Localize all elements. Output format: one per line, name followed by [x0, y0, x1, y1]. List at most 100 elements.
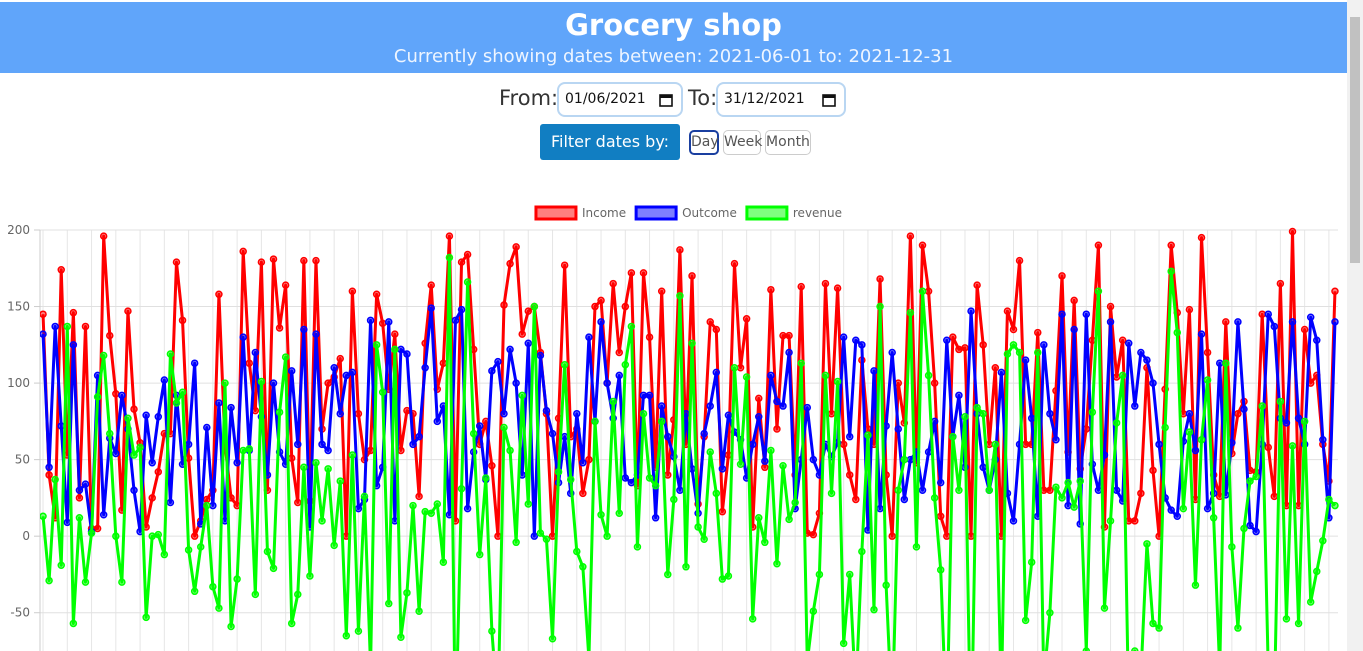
data-point — [979, 409, 987, 418]
data-point — [1161, 423, 1169, 432]
data-point — [112, 449, 120, 458]
data-point — [645, 391, 654, 400]
day-option[interactable]: Day — [689, 130, 719, 155]
data-point — [227, 403, 235, 412]
data-point — [45, 576, 53, 585]
plot-area — [40, 227, 1339, 651]
data-point — [858, 341, 866, 349]
week-option[interactable]: Week — [723, 130, 762, 155]
data-point — [1179, 504, 1188, 513]
data-point — [676, 292, 684, 300]
data-point — [75, 514, 84, 522]
y-tick-label: 200 — [7, 223, 30, 237]
data-point — [1155, 440, 1163, 449]
data-point — [203, 501, 211, 510]
data-point — [87, 529, 96, 537]
data-point — [1197, 330, 1206, 338]
data-point — [870, 605, 878, 614]
data-point — [852, 495, 860, 504]
data-point — [803, 403, 812, 412]
data-point — [1149, 466, 1157, 475]
data-point — [755, 413, 763, 421]
data-point — [615, 348, 623, 357]
legend-label: revenue — [793, 206, 842, 220]
data-point — [955, 486, 963, 495]
data-point — [1064, 501, 1072, 510]
data-point — [936, 512, 945, 521]
data-point — [1015, 256, 1024, 265]
data-point — [306, 572, 314, 580]
data-point — [1118, 371, 1127, 380]
scrollbar-thumb[interactable] — [1350, 17, 1360, 263]
data-point — [633, 543, 642, 551]
data-point — [1252, 527, 1260, 536]
data-point — [1276, 397, 1285, 406]
data-point — [694, 523, 702, 531]
data-point — [124, 307, 132, 315]
data-point — [791, 498, 799, 507]
data-point — [330, 364, 338, 372]
to-date-value: 31/12/2021 — [724, 91, 805, 107]
data-point — [81, 480, 90, 488]
data-point — [536, 529, 545, 537]
data-point — [1058, 272, 1066, 280]
data-point — [1258, 310, 1266, 318]
data-point — [372, 290, 381, 299]
from-date-value: 01/06/2021 — [565, 91, 646, 107]
data-point — [797, 359, 805, 367]
data-point — [761, 538, 769, 547]
data-point — [397, 345, 405, 354]
data-point — [603, 379, 611, 387]
data-point — [1015, 348, 1024, 357]
data-point — [688, 339, 696, 348]
data-point — [1094, 287, 1103, 295]
data-point — [894, 486, 903, 495]
data-point — [1009, 341, 1018, 349]
to-date-input[interactable]: 31/12/2021 — [716, 82, 846, 117]
data-point — [124, 414, 132, 423]
data-point — [366, 316, 375, 325]
data-point — [657, 402, 666, 410]
data-point — [112, 532, 120, 540]
data-point — [190, 359, 199, 367]
data-point — [1252, 472, 1260, 481]
data-point — [51, 322, 59, 331]
y-tick-label: 50 — [15, 453, 30, 467]
data-point — [967, 532, 975, 540]
data-point — [597, 510, 605, 519]
data-point — [1058, 494, 1066, 502]
data-point — [773, 397, 781, 406]
data-point — [172, 399, 181, 407]
data-point — [190, 587, 199, 596]
data-point — [979, 463, 987, 472]
data-point — [1137, 348, 1145, 357]
from-date-input[interactable]: 01/06/2021 — [557, 82, 683, 117]
data-point — [597, 296, 605, 305]
scrollbar[interactable] — [1347, 0, 1363, 651]
filter-button[interactable]: Filter dates by: — [540, 124, 680, 160]
data-point — [312, 458, 320, 467]
data-point — [718, 465, 727, 473]
data-point — [287, 619, 296, 628]
data-point — [700, 535, 708, 543]
data-point — [888, 348, 896, 357]
data-point — [1088, 408, 1097, 416]
data-point — [755, 514, 763, 522]
data-point — [755, 394, 763, 403]
data-point — [148, 494, 156, 502]
data-point — [1149, 619, 1157, 628]
data-point — [1173, 512, 1182, 521]
data-point — [433, 417, 442, 426]
data-point — [1313, 567, 1321, 576]
data-point — [1143, 540, 1151, 548]
data-point — [221, 379, 229, 387]
month-option[interactable]: Month — [765, 130, 811, 155]
data-point — [1288, 318, 1297, 326]
data-point — [1027, 558, 1036, 566]
data-point — [324, 465, 332, 473]
data-point — [93, 393, 102, 401]
data-point — [548, 635, 557, 643]
data-point — [209, 501, 217, 510]
data-point — [518, 391, 526, 400]
data-point — [967, 307, 975, 315]
